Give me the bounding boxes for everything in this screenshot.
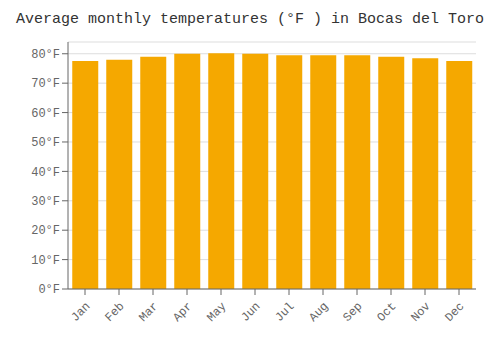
svg-text:May: May [204, 300, 229, 325]
svg-text:Sep: Sep [340, 300, 365, 325]
svg-text:Aug: Aug [306, 300, 331, 325]
svg-text:70°F: 70°F [31, 77, 60, 91]
svg-text:40°F: 40°F [31, 166, 60, 180]
svg-text:10°F: 10°F [31, 254, 60, 268]
svg-text:80°F: 80°F [31, 48, 60, 62]
svg-text:Jun: Jun [238, 300, 263, 325]
html-text:Average monthly temperatures (: Average monthly temperatures (°F ) in Bo… [16, 11, 484, 28]
svg-text:Mar: Mar [136, 300, 161, 325]
svg-text:60°F: 60°F [31, 107, 60, 121]
svg-text:0°F: 0°F [38, 283, 60, 297]
svg-text:Jan: Jan [68, 300, 93, 325]
svg-text:Apr: Apr [170, 300, 195, 325]
svg-text:Nov: Nov [408, 300, 433, 325]
svg-text:20°F: 20°F [31, 224, 60, 238]
svg-text:Oct: Oct [374, 300, 399, 325]
svg-text:50°F: 50°F [31, 136, 60, 150]
svg-text:Dec: Dec [442, 300, 467, 325]
svg-text:30°F: 30°F [31, 195, 60, 209]
svg-text:Jul: Jul [272, 300, 297, 325]
svg-text:Feb: Feb [102, 300, 127, 325]
